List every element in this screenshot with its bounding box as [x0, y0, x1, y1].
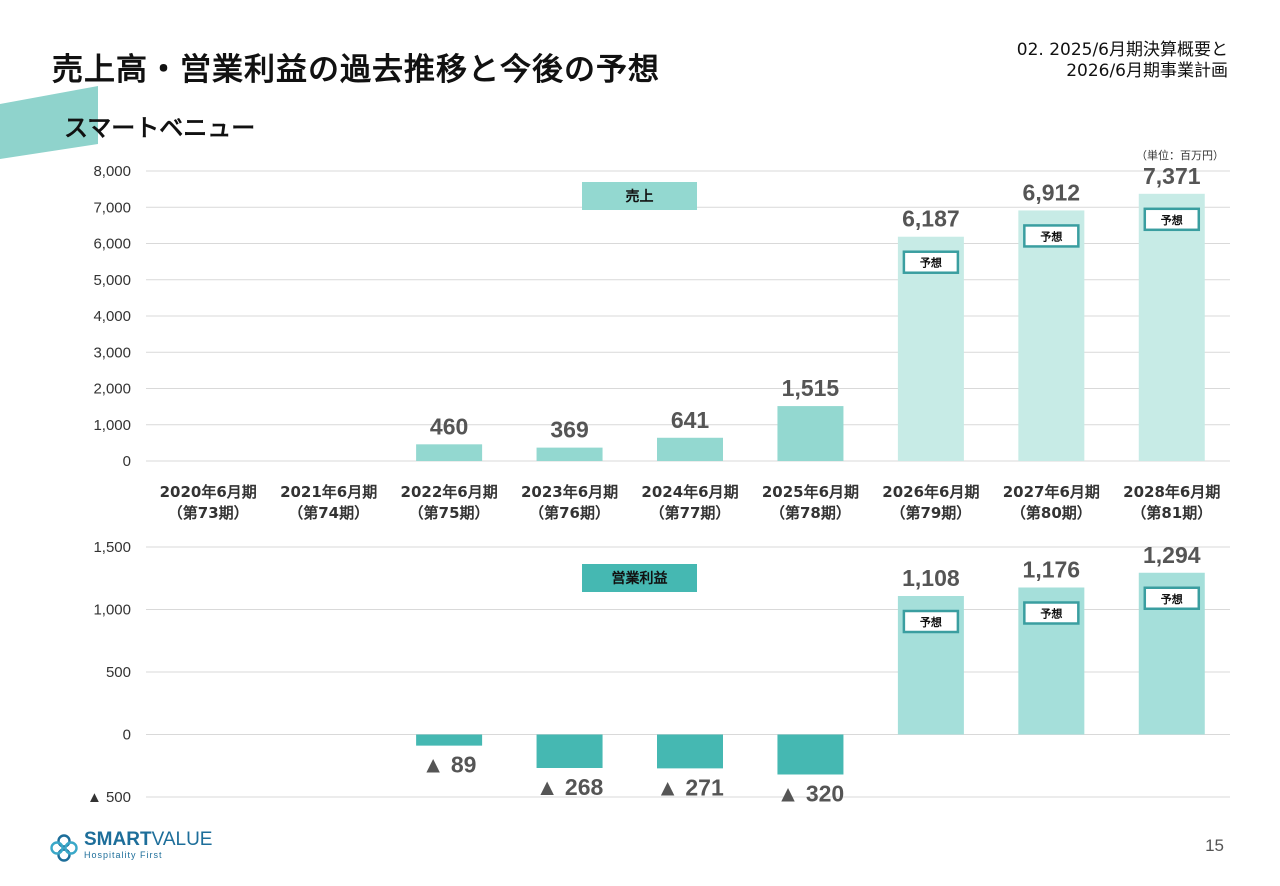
- revenue-bar: [657, 437, 723, 461]
- revenue-bar: [536, 447, 603, 461]
- revenue-y-tick-label: 6,000: [93, 236, 131, 253]
- logo-icon: [50, 833, 78, 862]
- x-category-period-label: （第74期）: [288, 504, 369, 522]
- revenue-forecast-badge: [902, 250, 960, 274]
- profit-bar: [657, 734, 723, 769]
- x-category-label: 2022年6月期: [401, 483, 498, 501]
- x-category-label: 2024年6月期: [641, 483, 738, 501]
- profit-y-tick-label: 500: [106, 664, 131, 681]
- revenue-legend-box: [582, 182, 697, 210]
- revenue-value-label: 369: [550, 417, 588, 443]
- revenue-bar: [777, 406, 844, 461]
- charts-canvas: 0 1,000 2,000 3,000 4,000 5,000 6,000 7,000 8,00…: [87, 163, 1230, 807]
- profit-bar: [416, 734, 483, 746]
- profit-legend-box: [582, 564, 697, 592]
- revenue-bar: [416, 444, 483, 461]
- revenue-forecast-badge-label: 予想: [1040, 229, 1062, 243]
- x-category-period-label: （第76期）: [529, 504, 610, 522]
- profit-value-label: 1,108: [902, 565, 960, 591]
- profit-value-label: ▲ 320: [777, 781, 845, 807]
- revenue-y-tick-label: 1,000: [93, 417, 131, 434]
- revenue-forecast-badge: [1023, 224, 1080, 248]
- company-subtitle: スマートベニュー: [64, 114, 256, 142]
- x-category-period-label: （第78期）: [770, 504, 851, 522]
- revenue-y-tick-label: 4,000: [93, 308, 131, 325]
- x-category-period-label: （第77期）: [650, 504, 731, 522]
- profit-y-tick-label: ▲ 500: [87, 789, 131, 806]
- profit-value-label: 1,176: [1023, 557, 1081, 583]
- unit-note: （単位：百万円）: [1136, 149, 1224, 162]
- profit-forecast-badge: [1023, 601, 1080, 625]
- x-category-label: 2026年6月期: [882, 483, 979, 501]
- x-category-period-label: （第75期）: [409, 504, 490, 522]
- accent-shape: [0, 86, 98, 159]
- revenue-bar: [897, 236, 964, 461]
- profit-forecast-badge-label: 予想: [920, 615, 942, 629]
- profit-forecast-badge-label: 予想: [1040, 607, 1062, 621]
- x-category-label: 2027年6月期: [1003, 483, 1100, 501]
- revenue-value-label: 641: [671, 407, 710, 433]
- page-title: 売上高・営業利益の過去推移と今後の予想: [52, 52, 660, 88]
- revenue-legend-label: 売上: [626, 188, 654, 205]
- profit-value-label: ▲ 268: [536, 774, 604, 800]
- revenue-forecast-badge-label: 予想: [1161, 213, 1183, 227]
- revenue-value-label: 7,371: [1143, 163, 1201, 189]
- profit-legend-label: 営業利益: [612, 570, 668, 587]
- profit-value-label: ▲ 89: [422, 752, 477, 778]
- profit-value-label: ▲ 271: [656, 774, 724, 800]
- x-category-label: 2020年6月期: [160, 483, 257, 501]
- x-category-period-label: （第80期）: [1011, 504, 1092, 522]
- profit-forecast-badge-label: 予想: [1161, 592, 1183, 606]
- company-logo: SMARTVALUE Hospitality First: [50, 830, 212, 862]
- profit-forecast-badge: [902, 609, 960, 634]
- revenue-value-label: 1,515: [782, 375, 840, 401]
- revenue-value-label: 460: [430, 413, 468, 439]
- revenue-forecast-badge-label: 予想: [920, 256, 942, 270]
- revenue-y-tick-label: 7,000: [93, 199, 131, 216]
- x-category-period-label: （第73期）: [168, 504, 249, 522]
- profit-y-tick-label: 1,500: [93, 539, 131, 556]
- profit-value-label: 1,294: [1143, 542, 1201, 568]
- profit-bar: [536, 734, 603, 768]
- x-category-period-label: （第79期）: [890, 504, 971, 522]
- x-category-label: 2023年6月期: [521, 483, 618, 501]
- logo-name-rest: VALUE: [151, 829, 213, 850]
- revenue-y-tick-label: 5,000: [93, 272, 131, 289]
- revenue-bar: [1018, 210, 1085, 461]
- revenue-y-tick-label: 0: [123, 453, 131, 470]
- page-number: 15: [1205, 836, 1224, 855]
- revenue-bar: [1138, 193, 1205, 461]
- revenue-y-tick-label: 2,000: [93, 381, 131, 398]
- logo-tagline: Hospitality First: [84, 850, 163, 860]
- revenue-y-tick-label: 8,000: [93, 163, 131, 180]
- section-reference: 02. 2025/6月期決算概要と 2026/6月期事業計画: [1017, 40, 1228, 82]
- revenue-forecast-badge: [1143, 207, 1201, 232]
- revenue-value-label: 6,912: [1023, 179, 1081, 205]
- revenue-y-tick-label: 3,000: [93, 344, 131, 361]
- profit-y-tick-label: 0: [123, 727, 131, 744]
- profit-forecast-badge: [1143, 586, 1201, 610]
- x-category-label: 2021年6月期: [280, 483, 377, 501]
- section-reference-line2: 2026/6月期事業計画: [1066, 61, 1228, 81]
- section-reference-line1: 02. 2025/6月期決算概要と: [1016, 40, 1228, 60]
- x-category-period-label: （第81期）: [1131, 504, 1212, 522]
- x-category-label: 2028年6月期: [1123, 483, 1220, 501]
- profit-bar: [777, 734, 844, 775]
- profit-y-tick-label: 1,000: [93, 602, 131, 619]
- logo-name-bold: SMART: [84, 829, 152, 850]
- revenue-value-label: 6,187: [902, 206, 960, 232]
- x-category-label: 2025年6月期: [762, 483, 859, 501]
